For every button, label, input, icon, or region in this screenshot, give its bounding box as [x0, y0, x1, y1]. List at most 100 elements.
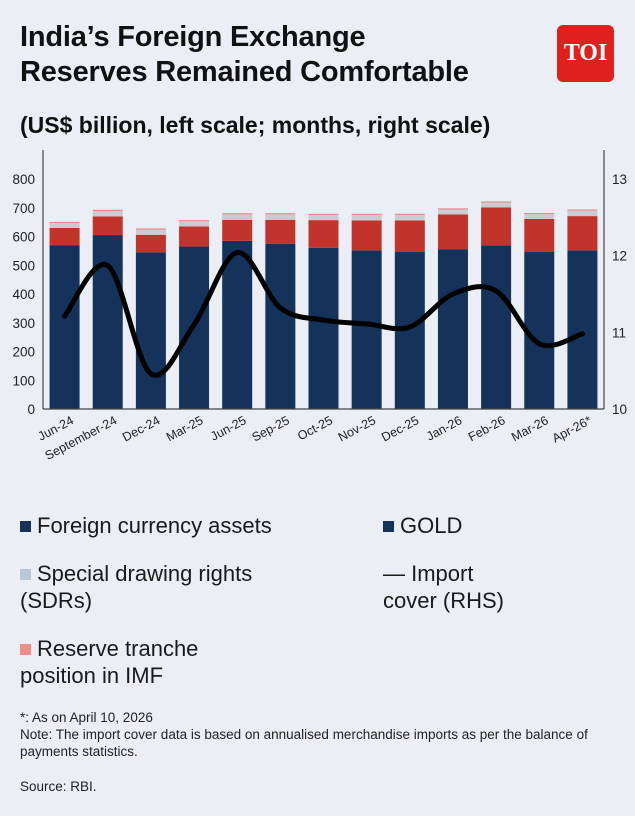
- left-tick-label: 700: [12, 201, 35, 216]
- legend-fca: Foreign currency assets: [20, 512, 272, 539]
- legend-sdr-label-1: Special drawing rights: [37, 561, 253, 586]
- bar-segment-1-5: [265, 219, 296, 244]
- x-tick-label: Oct-25: [295, 413, 335, 443]
- left-tick-label: 200: [12, 345, 35, 360]
- bar-segment-2-11: [524, 214, 555, 219]
- rtp-swatch: [20, 644, 31, 655]
- x-tick-label: Nov-25: [336, 413, 378, 444]
- bar-segment-2-10: [481, 202, 512, 208]
- chart-subtitle: (US$ billion, left scale; months, right …: [20, 112, 491, 138]
- axes-group: [42, 150, 605, 410]
- bar-segment-0-6: [308, 247, 339, 409]
- bar-segment-3-1: [92, 209, 123, 212]
- legend-gold-label: GOLD: [400, 513, 463, 538]
- bar-segment-2-5: [265, 214, 296, 220]
- bar-segment-1-7: [351, 220, 382, 251]
- left-tick-label: 0: [27, 402, 35, 417]
- bar-segment-0-12: [567, 250, 598, 409]
- bar-segment-1-3: [179, 226, 210, 247]
- left-tick-label: 600: [12, 230, 35, 245]
- legend-import-cover: — Import cover (RHS): [383, 560, 504, 614]
- chart-title: India’s Foreign Exchange Reserves Remain…: [20, 20, 469, 90]
- left-tick-label: 100: [12, 373, 35, 388]
- bar-segment-0-4: [222, 240, 253, 409]
- bar-segment-1-4: [222, 219, 253, 241]
- bar-segment-1-8: [394, 220, 425, 253]
- x-tick-label: Feb-26: [466, 413, 508, 444]
- bar-segment-0-5: [265, 243, 296, 409]
- bar-segment-2-3: [179, 221, 210, 227]
- bar-segment-1-1: [92, 216, 123, 236]
- bar-segment-3-11: [524, 212, 555, 215]
- bar-segment-2-9: [437, 209, 468, 215]
- left-tick-label: 400: [12, 287, 35, 302]
- bar-segment-1-9: [437, 214, 468, 250]
- bar-segment-2-2: [135, 229, 166, 235]
- right-tick-label: 13: [612, 172, 627, 187]
- bar-segment-0-1: [92, 235, 123, 409]
- bar-segment-1-11: [524, 218, 555, 253]
- toi-logo: TOI: [557, 25, 614, 82]
- bar-segment-3-5: [265, 213, 296, 215]
- bar-segment-2-7: [351, 214, 382, 221]
- left-tick-label: 300: [12, 316, 35, 331]
- legend-import-label-2: cover (RHS): [383, 588, 505, 613]
- bar-segment-3-4: [222, 213, 253, 215]
- bar-segment-0-9: [437, 249, 468, 409]
- bar-segment-3-12: [567, 209, 598, 211]
- bar-segment-3-2: [135, 228, 166, 230]
- bar-segment-2-0: [49, 222, 80, 228]
- notes: *: As on April 10, 2026 Note: The import…: [20, 709, 620, 760]
- x-tick-label: Mar-25: [164, 413, 206, 444]
- left-tick-label: 500: [12, 258, 35, 273]
- legend-sdr-label-2: (SDRs): [20, 588, 93, 613]
- left-tick-label: 800: [12, 172, 35, 187]
- note-import-cover: Note: The import cover data is based on …: [20, 727, 588, 759]
- bar-segment-2-1: [92, 211, 123, 217]
- logo-text: TOI: [563, 40, 608, 66]
- bar-segment-3-7: [351, 213, 382, 215]
- title-line-1: India’s Foreign Exchange: [20, 21, 366, 53]
- x-tick-label: Sep-25: [250, 413, 292, 444]
- bars-group: [49, 201, 598, 409]
- sdr-swatch: [20, 569, 31, 580]
- x-tick-label: Dec-25: [379, 413, 421, 444]
- bar-segment-1-0: [49, 227, 80, 246]
- bar-segment-0-0: [49, 245, 80, 409]
- right-tick-label: 12: [612, 249, 627, 264]
- bar-segment-0-11: [524, 252, 555, 409]
- fca-swatch: [20, 521, 31, 532]
- legend-gold: GOLD: [383, 512, 462, 539]
- import-cover-line: [62, 250, 585, 378]
- x-tick-label: Jan-26: [424, 413, 464, 443]
- bar-segment-0-7: [351, 250, 382, 409]
- right-tick-label: 10: [612, 402, 627, 417]
- bar-segment-2-8: [394, 214, 425, 221]
- bar-segment-0-10: [481, 245, 512, 409]
- bar-segment-2-4: [222, 214, 253, 220]
- bar-segment-1-6: [308, 220, 339, 248]
- bar-segment-2-6: [308, 214, 339, 221]
- bar-segment-3-0: [49, 221, 80, 223]
- legend-rtp-label-1: Reserve tranche: [37, 636, 199, 661]
- bar-segment-3-8: [394, 213, 425, 215]
- legend-fca-label: Foreign currency assets: [37, 513, 272, 538]
- bar-segment-2-12: [567, 210, 598, 217]
- right-tick-label: 11: [612, 325, 626, 340]
- gold-swatch: [383, 521, 394, 532]
- bar-segment-3-10: [481, 201, 512, 203]
- title-line-2: Reserves Remained Comfortable: [20, 56, 469, 88]
- x-tick-label: Jun-25: [208, 413, 248, 443]
- bar-segment-3-6: [308, 213, 339, 215]
- legend-rtp-label-2: position in IMF: [20, 663, 164, 688]
- x-tick-label: Dec-24: [120, 413, 162, 444]
- bar-segment-0-2: [135, 252, 166, 409]
- bar-segment-1-10: [481, 207, 512, 246]
- legend-rtp: Reserve tranche position in IMF: [20, 635, 198, 689]
- note-asterisk: *: As on April 10, 2026: [20, 710, 153, 725]
- legend-sdr: Special drawing rights (SDRs): [20, 560, 252, 614]
- bar-segment-1-12: [567, 216, 598, 251]
- legend-import-label-1: — Import: [383, 561, 474, 586]
- x-tick-label: Mar-26: [509, 413, 551, 444]
